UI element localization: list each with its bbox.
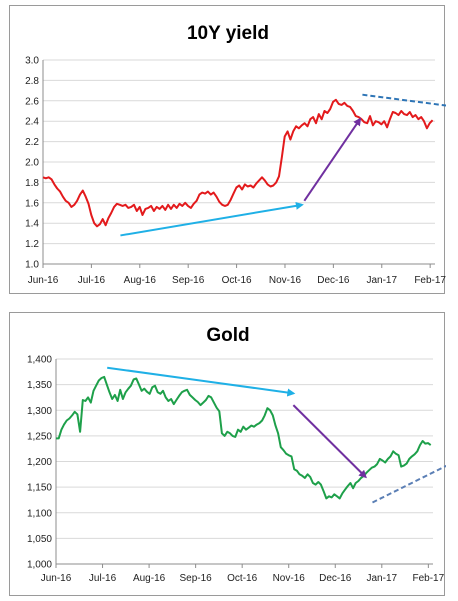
x-tick-label: Jul-16: [89, 573, 117, 584]
x-tick-label: Oct-16: [222, 275, 252, 286]
gold-chart-panel: Gold 1,000 1,050 1,100 1,150 1,200 1,250 1,300…: [9, 312, 446, 596]
y-tick-label: 2.8: [25, 76, 39, 87]
y-tick-label: 1,200: [27, 457, 52, 468]
x-tick-label: Jul-16: [78, 275, 106, 286]
x-tick-label: Oct-16: [227, 573, 257, 584]
x-tick-label: Dec-16: [319, 573, 352, 584]
y-tick-label: 1,300: [27, 406, 52, 417]
trend-arrow: [372, 464, 446, 504]
yield-chart: 10Y yield 1.0 1.2 1.4 1.6 1.8 2.0 2.2 2.4 2.6 2.8…: [25, 23, 446, 286]
y-tick-label: 1,350: [27, 380, 52, 391]
trend-arrow: [107, 366, 296, 397]
gold-chart: Gold 1,000 1,050 1,100 1,150 1,200 1,250 1,300…: [27, 325, 446, 584]
series-line: [56, 375, 432, 500]
y-tick-label: 1.8: [25, 178, 39, 189]
chart-title: Gold: [206, 325, 249, 346]
y-tick-label: 2.4: [25, 117, 39, 128]
chart-title: 10Y yield: [187, 23, 269, 44]
y-tick-label: 1,400: [27, 355, 52, 366]
x-tick-label: Jun-16: [41, 573, 72, 584]
x-tick-label: Dec-16: [317, 275, 350, 286]
y-tick-label: 3.0: [25, 56, 39, 67]
y-tick-label: 1.4: [25, 219, 39, 230]
y-tick-label: 1,150: [27, 483, 52, 494]
x-tick-label: Sep-16: [172, 275, 205, 286]
x-tick-label: Feb-17: [413, 573, 445, 584]
y-tick-label: 1.6: [25, 198, 39, 209]
x-tick-label: Nov-16: [273, 573, 306, 584]
y-tick-label: 2.2: [25, 137, 39, 148]
y-tick-label: 1.2: [25, 239, 39, 250]
x-tick-label: Jun-16: [28, 275, 59, 286]
x-tick-label: Aug-16: [133, 573, 166, 584]
y-tick-label: 2.0: [25, 158, 39, 169]
trend-arrow: [292, 404, 367, 479]
x-tick-label: Feb-17: [414, 275, 446, 286]
y-tick-label: 1.0: [25, 260, 39, 271]
y-tick-label: 2.6: [25, 96, 39, 107]
series-line: [42, 98, 434, 228]
yield-chart-panel: 10Y yield 1.0 1.2 1.4 1.6 1.8 2.0 2.2 2.4 2.6 2.8…: [9, 5, 446, 294]
trend-arrow: [303, 117, 362, 202]
y-tick-label: 1,250: [27, 431, 52, 442]
x-tick-label: Aug-16: [124, 275, 157, 286]
y-tick-label: 1,050: [27, 534, 52, 545]
y-tick-label: 1,100: [27, 508, 52, 519]
x-tick-label: Nov-16: [269, 275, 302, 286]
x-tick-label: Jan-17: [367, 573, 398, 584]
x-tick-label: Jan-17: [366, 275, 397, 286]
trend-arrow: [120, 201, 304, 237]
y-tick-label: 1,000: [27, 560, 52, 571]
x-tick-label: Sep-16: [180, 573, 213, 584]
